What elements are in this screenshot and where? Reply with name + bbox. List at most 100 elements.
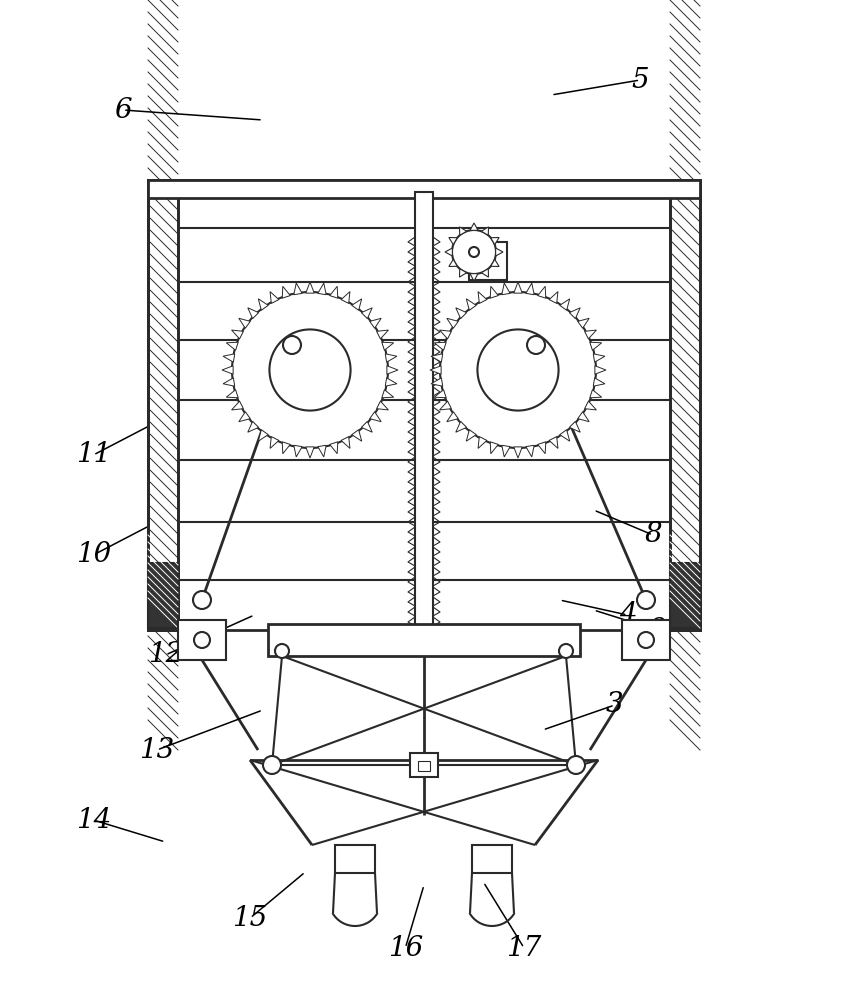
Polygon shape bbox=[538, 286, 546, 298]
Polygon shape bbox=[445, 248, 452, 256]
Polygon shape bbox=[449, 259, 457, 266]
Polygon shape bbox=[470, 274, 478, 281]
Polygon shape bbox=[293, 283, 302, 295]
Polygon shape bbox=[590, 342, 602, 350]
Polygon shape bbox=[382, 390, 393, 398]
Polygon shape bbox=[341, 292, 350, 303]
Circle shape bbox=[567, 756, 585, 774]
Bar bbox=[148, 180, 700, 198]
Polygon shape bbox=[434, 390, 446, 398]
Circle shape bbox=[232, 292, 388, 448]
Polygon shape bbox=[259, 430, 268, 441]
Polygon shape bbox=[382, 342, 393, 350]
Bar bbox=[415, 192, 433, 630]
Polygon shape bbox=[377, 330, 388, 339]
Polygon shape bbox=[270, 292, 279, 303]
Polygon shape bbox=[478, 292, 487, 303]
Text: 6: 6 bbox=[114, 97, 131, 123]
Polygon shape bbox=[502, 445, 510, 457]
Polygon shape bbox=[569, 421, 580, 432]
Polygon shape bbox=[370, 318, 382, 328]
Polygon shape bbox=[584, 401, 596, 410]
Polygon shape bbox=[248, 308, 259, 319]
Polygon shape bbox=[352, 299, 362, 310]
Text: 13: 13 bbox=[139, 736, 175, 764]
Polygon shape bbox=[482, 227, 488, 235]
Text: 16: 16 bbox=[388, 934, 423, 962]
Polygon shape bbox=[361, 308, 372, 319]
Polygon shape bbox=[431, 354, 443, 362]
Circle shape bbox=[469, 247, 479, 257]
Bar bbox=[335, 845, 375, 873]
Text: 4: 4 bbox=[619, 601, 636, 629]
Polygon shape bbox=[385, 354, 397, 362]
Circle shape bbox=[275, 644, 289, 658]
Polygon shape bbox=[341, 437, 350, 448]
Bar bbox=[670, 180, 700, 630]
Polygon shape bbox=[226, 342, 238, 350]
Polygon shape bbox=[330, 286, 338, 298]
Polygon shape bbox=[431, 378, 443, 386]
Polygon shape bbox=[318, 283, 326, 295]
Polygon shape bbox=[455, 308, 466, 319]
Bar bbox=[148, 180, 700, 630]
Polygon shape bbox=[526, 445, 534, 457]
Circle shape bbox=[194, 632, 210, 648]
Text: 10: 10 bbox=[75, 542, 111, 568]
Circle shape bbox=[559, 644, 573, 658]
Bar bbox=[622, 620, 670, 660]
Polygon shape bbox=[478, 437, 487, 448]
Polygon shape bbox=[447, 318, 458, 328]
Polygon shape bbox=[560, 299, 570, 310]
Polygon shape bbox=[248, 421, 259, 432]
Polygon shape bbox=[223, 354, 235, 362]
Polygon shape bbox=[594, 378, 605, 386]
Polygon shape bbox=[223, 378, 235, 386]
Text: 15: 15 bbox=[232, 904, 268, 932]
Circle shape bbox=[270, 329, 350, 411]
Polygon shape bbox=[232, 330, 243, 339]
Text: 17: 17 bbox=[506, 934, 542, 962]
Polygon shape bbox=[306, 282, 315, 293]
Polygon shape bbox=[460, 269, 466, 277]
Polygon shape bbox=[466, 430, 477, 441]
Polygon shape bbox=[584, 330, 596, 339]
Bar bbox=[670, 180, 700, 630]
Polygon shape bbox=[550, 292, 558, 303]
Circle shape bbox=[527, 336, 545, 354]
Polygon shape bbox=[526, 283, 534, 295]
Polygon shape bbox=[460, 227, 466, 235]
Text: 8: 8 bbox=[644, 522, 661, 548]
Polygon shape bbox=[577, 412, 589, 422]
Polygon shape bbox=[560, 430, 570, 441]
Bar bbox=[410, 753, 438, 777]
Polygon shape bbox=[550, 437, 558, 448]
Polygon shape bbox=[502, 283, 510, 295]
Polygon shape bbox=[239, 318, 250, 328]
Bar bbox=[670, 563, 700, 628]
Polygon shape bbox=[439, 401, 451, 410]
Polygon shape bbox=[430, 366, 441, 374]
Polygon shape bbox=[595, 366, 606, 374]
Polygon shape bbox=[470, 223, 478, 230]
Polygon shape bbox=[514, 447, 522, 458]
Bar bbox=[418, 761, 430, 771]
Polygon shape bbox=[449, 237, 457, 245]
Polygon shape bbox=[259, 299, 268, 310]
Text: 11: 11 bbox=[75, 442, 111, 468]
Polygon shape bbox=[270, 437, 279, 448]
Circle shape bbox=[263, 756, 281, 774]
Polygon shape bbox=[439, 330, 451, 339]
Polygon shape bbox=[569, 308, 580, 319]
Polygon shape bbox=[491, 259, 499, 266]
Polygon shape bbox=[434, 342, 446, 350]
Circle shape bbox=[440, 292, 596, 448]
Text: 9: 9 bbox=[649, 616, 666, 644]
Polygon shape bbox=[352, 430, 362, 441]
Polygon shape bbox=[330, 442, 338, 454]
Circle shape bbox=[637, 591, 655, 609]
Bar bbox=[178, 620, 226, 660]
Polygon shape bbox=[577, 318, 589, 328]
Bar bbox=[268, 624, 580, 656]
Polygon shape bbox=[385, 378, 397, 386]
